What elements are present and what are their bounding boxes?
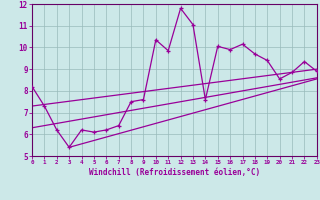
X-axis label: Windchill (Refroidissement éolien,°C): Windchill (Refroidissement éolien,°C): [89, 168, 260, 177]
